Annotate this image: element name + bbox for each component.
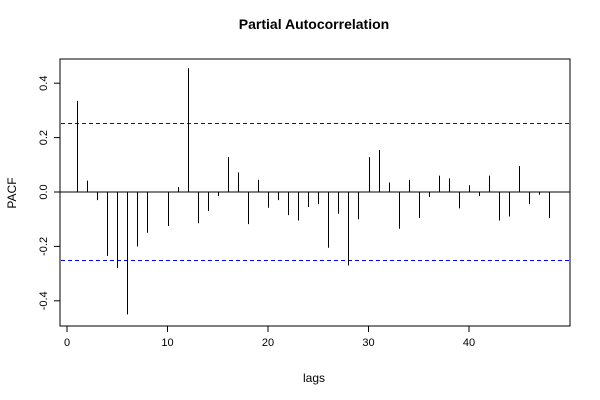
y-axis: -0.4 -0.2 0.0 0.2 0.4 — [38, 76, 61, 310]
x-tick-label: 40 — [463, 337, 475, 349]
x-tick-label: 10 — [161, 337, 173, 349]
y-tick-label: -0.2 — [38, 237, 50, 256]
x-tick-label: 0 — [64, 337, 70, 349]
x-tick-label: 30 — [362, 337, 374, 349]
y-tick-label: -0.4 — [38, 291, 50, 310]
x-axis: 0 10 20 30 40 — [64, 325, 475, 349]
y-axis-label: PACF — [5, 177, 19, 208]
x-tick-label: 20 — [262, 337, 274, 349]
y-tick-label: 0.2 — [38, 130, 50, 145]
y-tick-label: 0.0 — [38, 184, 50, 199]
x-axis-label: lags — [303, 371, 325, 385]
pacf-spikes — [77, 68, 550, 315]
chart-title: Partial Autocorrelation — [239, 16, 389, 32]
y-tick-label: 0.4 — [38, 76, 50, 91]
